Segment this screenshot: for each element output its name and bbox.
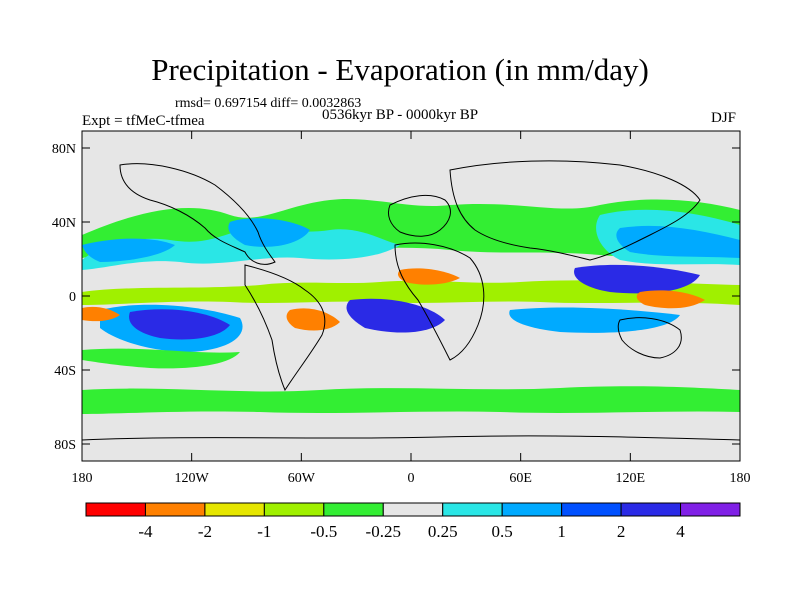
field-spac-darkblue: [129, 309, 230, 340]
x-axis: 180 120W 60W 0 60E 120E 180: [72, 131, 751, 486]
x-tick-label: 60E: [509, 471, 532, 486]
colorbar-label: 0.5: [492, 522, 513, 541]
colorbar-swatch: [323, 502, 384, 517]
x-tick-label: 180: [730, 471, 751, 486]
map-title: Precipitation - Evaporation (in mm/day): [151, 52, 649, 87]
x-tick-label: 0: [408, 471, 415, 486]
colorbar-swatch: [680, 502, 741, 517]
x-tick-label: 180: [72, 471, 93, 486]
colorbar-swatch: [204, 502, 265, 517]
field-maritime-darkblue: [574, 264, 700, 294]
colorbar-label: -4: [138, 522, 153, 541]
colorbar-swatch: [620, 502, 682, 517]
field-satl-darkblue: [346, 298, 445, 333]
y-tick-label: 80S: [54, 438, 76, 453]
field-wpac-blue: [616, 225, 740, 258]
field-layer: [82, 131, 740, 461]
field-atlantic-blue: [228, 218, 310, 247]
x-tick-label: 60W: [288, 471, 316, 486]
colorbar-swatch: [85, 502, 146, 517]
colorbar: -4 -2 -1 -0.5 -0.25 0.25 0.5 1 2 4: [85, 502, 741, 541]
y-axis: 80N 40N 0 40S 80S: [52, 142, 740, 453]
field-pacific-north-blue: [82, 238, 175, 262]
colorbar-label: -1: [257, 522, 271, 541]
field-east-pacific-orange: [82, 306, 120, 322]
colorbar-label: 4: [676, 522, 685, 541]
y-tick-label: 0: [69, 290, 76, 305]
field-samerica-orange: [286, 308, 340, 331]
colorbar-label: 2: [617, 522, 626, 541]
colorbar-label: 1: [557, 522, 566, 541]
field-newguinea-orange: [636, 290, 705, 309]
field-sio-blue: [509, 307, 680, 333]
field-southern-green: [82, 386, 740, 414]
coastlines: [82, 160, 740, 441]
colorbar-label: -2: [198, 522, 212, 541]
colorbar-label: -0.5: [310, 522, 337, 541]
colorbar-swatch: [561, 502, 622, 517]
colorbar-label: -0.25: [366, 522, 401, 541]
field-s-midlat-green: [82, 348, 240, 369]
colorbar-swatch: [144, 502, 206, 517]
field-africa-orange: [397, 268, 460, 285]
y-tick-label: 40S: [54, 364, 76, 379]
colorbar-label: 0.25: [428, 522, 458, 541]
experiment-label: Expt = tfMeC-tfmea: [82, 113, 205, 129]
y-tick-label: 40N: [52, 216, 76, 231]
colorbar-swatch: [263, 502, 325, 517]
stats-label: rmsd= 0.697154 diff= 0.0032863: [175, 96, 362, 111]
x-tick-label: 120E: [616, 471, 646, 486]
colorbar-swatch: [501, 502, 563, 517]
colorbar-swatch: [382, 502, 444, 517]
colorbar-swatch: [442, 502, 503, 517]
x-tick-label: 120W: [175, 471, 210, 486]
y-tick-label: 80N: [52, 142, 76, 157]
period-label: 0536kyr BP - 0000kyr BP: [322, 107, 479, 123]
season-label: DJF: [711, 110, 737, 126]
